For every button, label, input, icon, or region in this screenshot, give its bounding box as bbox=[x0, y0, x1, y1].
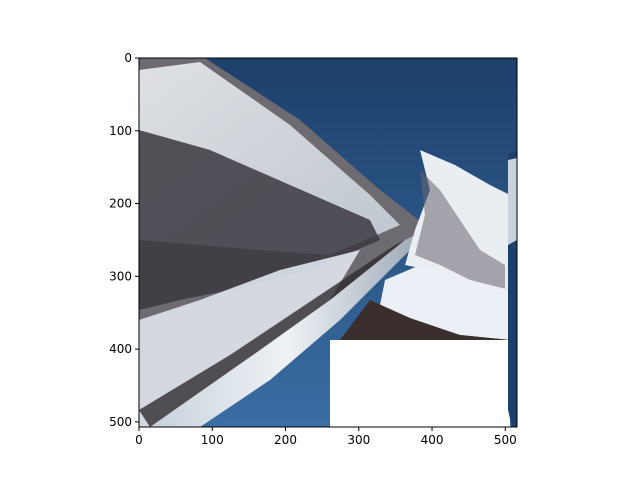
axes-frame bbox=[138, 57, 518, 428]
right-edge-snow bbox=[508, 158, 517, 245]
warped-image bbox=[139, 58, 517, 427]
y-tick-label: 300 bbox=[109, 269, 132, 283]
x-tick-label: 300 bbox=[347, 433, 370, 447]
x-tick-label: 0 bbox=[135, 433, 143, 447]
y-tick-label: 500 bbox=[109, 415, 132, 429]
right-snowfield bbox=[380, 265, 510, 340]
x-axis: 0 100 200 300 400 500 bbox=[135, 427, 517, 447]
y-axis: 0 100 200 300 400 500 bbox=[109, 51, 139, 429]
y-tick-label: 100 bbox=[109, 124, 132, 138]
blank-region bbox=[330, 340, 510, 427]
x-tick-label: 200 bbox=[274, 433, 297, 447]
x-tick-label: 100 bbox=[201, 433, 224, 447]
right-dark-ridge bbox=[340, 300, 510, 340]
y-tick-label: 200 bbox=[109, 197, 132, 211]
x-tick-label: 500 bbox=[494, 433, 517, 447]
right-mountain-rock bbox=[415, 170, 505, 290]
diagonal-dark-band bbox=[139, 240, 405, 427]
x-tick-label: 400 bbox=[421, 433, 444, 447]
diagonal-snow-band bbox=[150, 230, 425, 427]
y-tick-label: 400 bbox=[109, 342, 132, 356]
y-tick-label: 0 bbox=[124, 51, 132, 65]
